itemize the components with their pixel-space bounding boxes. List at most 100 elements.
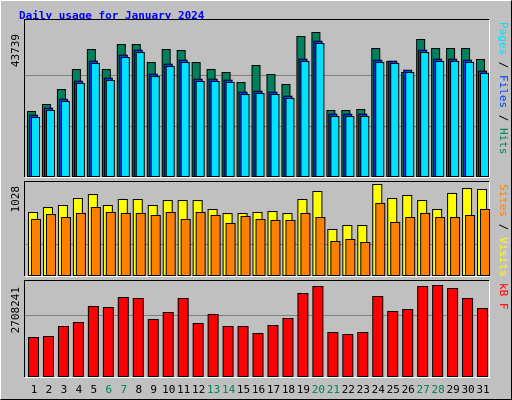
- bar: [150, 76, 160, 177]
- plot-edge: [24, 19, 490, 178]
- x-tick-label: 3: [61, 383, 68, 396]
- bar: [312, 286, 324, 377]
- x-tick-label: 23: [357, 383, 370, 396]
- bar: [135, 212, 146, 276]
- bar: [360, 116, 370, 178]
- bar: [477, 308, 489, 377]
- bar: [450, 61, 460, 178]
- bar: [31, 218, 41, 276]
- legend-entry: kB F: [497, 283, 510, 310]
- bar: [105, 80, 115, 177]
- bar: [147, 319, 159, 377]
- x-tick-label: 7: [120, 383, 127, 396]
- x-tick-label: 13: [207, 383, 220, 396]
- bar: [420, 52, 430, 177]
- x-tick-label: 28: [432, 383, 445, 396]
- bar: [285, 219, 296, 276]
- bar: [120, 57, 130, 177]
- bar: [330, 241, 341, 277]
- bar: [402, 309, 414, 377]
- bar: [282, 318, 294, 377]
- bar: [210, 81, 220, 177]
- x-tick-label: 10: [162, 383, 175, 396]
- x-tick-label: 1: [31, 383, 38, 396]
- bar: [480, 73, 490, 177]
- bar: [315, 43, 325, 178]
- bar: [240, 215, 251, 276]
- bar: [177, 298, 189, 378]
- bar: [315, 217, 326, 276]
- y-tick-label: 43739: [9, 34, 22, 67]
- bar: [195, 211, 206, 276]
- bar: [375, 202, 386, 276]
- bar: [447, 288, 459, 377]
- bar: [60, 217, 71, 276]
- bar: [300, 61, 310, 178]
- bar: [135, 52, 145, 177]
- bar: [28, 337, 39, 377]
- bar: [31, 117, 40, 177]
- chart-title: Daily usage for January 2024: [19, 9, 205, 22]
- bar: [240, 94, 250, 177]
- x-tick-label: 21: [327, 383, 340, 396]
- bar: [90, 63, 100, 177]
- bar: [117, 297, 129, 378]
- plot-edge: [24, 19, 490, 178]
- x-tick-label: 31: [476, 383, 489, 396]
- bar: [297, 293, 309, 378]
- bar: [57, 326, 69, 378]
- bar: [162, 312, 174, 378]
- bar: [342, 334, 354, 377]
- bar: [390, 63, 400, 177]
- bar: [270, 94, 280, 177]
- bar: [180, 62, 190, 177]
- bar: [255, 93, 265, 177]
- bar: [255, 218, 266, 276]
- x-tick-label: 17: [267, 383, 280, 396]
- plot-edge: [24, 181, 490, 277]
- bar: [150, 215, 161, 276]
- bar: [480, 208, 491, 277]
- bar: [345, 238, 356, 277]
- legend-separator: /: [497, 55, 510, 75]
- bar: [75, 212, 86, 276]
- legend-separator: /: [497, 108, 510, 128]
- legend-entry: Files: [497, 75, 510, 108]
- legend: kB F: [497, 283, 510, 310]
- x-tick-label: 30: [461, 383, 474, 396]
- bar: [417, 286, 429, 377]
- x-tick-label: 24: [372, 383, 386, 396]
- bar: [375, 62, 385, 177]
- bar: [210, 215, 221, 276]
- x-tick-label: 8: [135, 383, 142, 396]
- x-tick-label: 22: [342, 383, 355, 396]
- x-tick-label: 15: [237, 383, 250, 396]
- bar: [465, 62, 475, 177]
- x-tick-label: 26: [402, 383, 415, 396]
- bar: [285, 98, 295, 177]
- bar: [435, 217, 446, 276]
- x-tick-label: 11: [177, 383, 190, 396]
- bar: [405, 217, 416, 276]
- x-tick-label: 5: [91, 383, 98, 396]
- bar: [90, 207, 101, 277]
- bar: [132, 298, 144, 378]
- bar: [387, 311, 399, 378]
- bar: [327, 332, 339, 378]
- x-tick-label: 29: [446, 383, 459, 396]
- x-tick-label: 4: [76, 383, 83, 396]
- bar: [372, 296, 384, 378]
- bar: [390, 221, 401, 277]
- bar: [72, 322, 84, 377]
- bar: [270, 219, 281, 276]
- x-tick-label: 6: [106, 383, 113, 396]
- bar: [300, 212, 311, 276]
- bar: [345, 116, 355, 178]
- plot-edge: [24, 280, 490, 378]
- bar: [60, 101, 70, 177]
- bar: [225, 82, 235, 177]
- bar: [267, 325, 279, 377]
- x-tick-label: 27: [417, 383, 430, 396]
- x-tick-label: 2: [46, 383, 53, 396]
